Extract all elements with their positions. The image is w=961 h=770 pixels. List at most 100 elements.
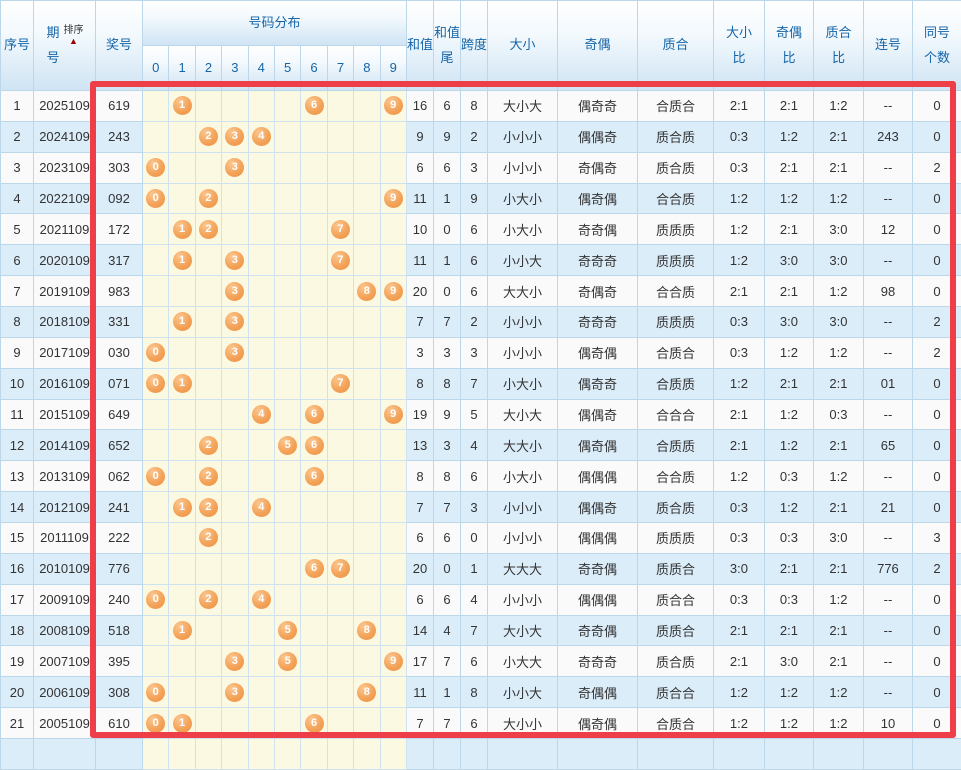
digit-ball: 8	[357, 682, 377, 702]
cell-parity-ratio: 2:1	[764, 152, 814, 184]
cell-prime-ratio: 2:1	[813, 492, 864, 524]
cell-consecutive: 98	[863, 276, 913, 308]
cell-size-ratio: 0:3	[713, 492, 765, 524]
cell-digit-8	[354, 399, 381, 431]
digit-ball: 6	[304, 405, 324, 425]
cell-consecutive: --	[863, 307, 913, 338]
col-header-consecutive: 连号	[863, 1, 913, 91]
cell-prime-pattern: 质合质	[637, 492, 714, 524]
cell-digit-7	[327, 337, 355, 369]
cell-digit-6	[301, 615, 328, 647]
cell-size-ratio: 1:2	[713, 368, 765, 400]
cell-parity-ratio: 1:2	[764, 183, 814, 215]
cell-period: 2025109	[34, 91, 96, 122]
cell-sum: 14	[406, 615, 434, 647]
cell-period: 2024109	[34, 121, 96, 153]
cell-size-ratio: 1:2	[713, 183, 765, 215]
cell-sum: 13	[406, 430, 434, 462]
cell-prime-pattern: 合质合	[637, 91, 714, 122]
cell-digit-4: 4	[248, 492, 275, 524]
cell-seq: 19	[1, 646, 34, 678]
cell-prime-ratio: 2:1	[813, 121, 864, 153]
cell-prime-pattern: 合质合	[637, 708, 714, 740]
digit-ball: 5	[278, 651, 298, 671]
table-row: 14 2012109 241 1 2 4 7 7 3 小小小 偶偶奇 质合质 0:3 1:2 2:1 21 0	[1, 492, 961, 524]
cell-digit-9: 9	[380, 183, 407, 215]
cell-size-ratio: 2:1	[713, 646, 765, 678]
cell-same-count: 2	[912, 307, 961, 338]
cell-parity-ratio: 3:0	[764, 307, 814, 338]
cell-winning-number: 317	[96, 245, 143, 277]
cell-parity-pattern: 偶奇偶	[557, 430, 638, 462]
cell-digit-4	[248, 245, 275, 277]
cell-digit-0: 0	[143, 337, 170, 369]
cell-digit-6	[301, 276, 328, 308]
cell-digit-8	[354, 183, 381, 215]
cell-prime-pattern: 质质质	[637, 214, 714, 246]
cell-span: 8	[460, 91, 488, 122]
col-header-size-ratio: 大小比	[713, 1, 765, 91]
cell-parity-ratio: 1:2	[764, 492, 814, 524]
same-count-label: 同号个数	[923, 24, 950, 65]
cell-digit-9	[380, 523, 407, 554]
digit-ball: 2	[198, 127, 218, 147]
period-header-label: 期号	[46, 24, 60, 65]
cell-winning-number: 649	[96, 399, 143, 431]
table-row: 5 2021109 172 1 2 7 10 0 6 小大小 奇奇偶 质质质 1:2 2:1 3:0 12 0	[1, 214, 961, 246]
cell-sum-tail: 6	[433, 152, 461, 184]
cell-digit-6	[301, 646, 328, 678]
cell-consecutive	[863, 739, 913, 770]
cell-digit-9: 9	[380, 276, 407, 308]
cell-digit-0	[143, 492, 170, 524]
digit-ball: 2	[198, 189, 218, 208]
sort-control[interactable]: 排序 ▲	[64, 25, 84, 47]
cell-sum-tail: 9	[433, 399, 461, 431]
cell-size-ratio: 0:3	[713, 584, 765, 616]
cell-span: 6	[460, 708, 488, 740]
digit-ball: 8	[357, 621, 377, 641]
cell-parity-ratio: 2:1	[764, 368, 814, 400]
cell-period: 2018109	[34, 307, 96, 338]
table-row: 8 2018109 331 1 3 7 7 2 小小小 奇奇奇 质质质 0:3 3:0 3:0 -- 2	[1, 307, 961, 338]
cell-seq: 12	[1, 430, 34, 462]
cell-size-ratio: 0:3	[713, 121, 765, 153]
digit-ball: 4	[251, 590, 271, 610]
digit-ball: 2	[198, 219, 218, 239]
cell-size-pattern: 小小小	[487, 307, 558, 338]
digit-ball: 3	[225, 682, 245, 702]
cell-period: 2014109	[34, 430, 96, 462]
cell-digit-3	[222, 553, 249, 585]
cell-span: 5	[460, 399, 488, 431]
table-row: 19 2007109 395 3 5 9 17 7 6 小大大 奇奇奇 质合质 2:1 3:0 2:1 -- 0	[1, 646, 961, 678]
cell-sum-tail: 6	[433, 91, 461, 122]
cell-same-count: 2	[912, 553, 961, 585]
cell-digit-3: 3	[222, 152, 249, 184]
cell-sum-tail: 4	[433, 615, 461, 647]
cell-size-pattern: 小大小	[487, 461, 558, 493]
digit-ball: 0	[146, 682, 166, 702]
cell-size-ratio	[713, 739, 765, 770]
cell-sum: 7	[406, 708, 434, 740]
cell-digit-4	[248, 708, 275, 740]
cell-seq: 7	[1, 276, 34, 308]
cell-digit-5	[274, 121, 302, 153]
digit-header-9: 9	[380, 46, 407, 91]
cell-digit-8	[354, 646, 381, 678]
col-header-prime-ratio: 质合比	[813, 1, 864, 91]
digit-ball: 5	[278, 621, 298, 641]
cell-digit-8	[354, 337, 381, 369]
cell-digit-6	[301, 337, 328, 369]
cell-same-count: 0	[912, 368, 961, 400]
table-row: 9 2017109 030 0 3 3 3 3 小小小 偶奇偶 合质合 0:3 1:2 1:2 -- 2	[1, 337, 961, 369]
cell-digit-0	[143, 307, 170, 338]
cell-parity-pattern	[557, 739, 638, 770]
cell-winning-number: 030	[96, 337, 143, 369]
cell-same-count: 0	[912, 399, 961, 431]
cell-winning-number: 243	[96, 121, 143, 153]
cell-winning-number: 619	[96, 91, 143, 122]
cell-sum: 20	[406, 553, 434, 585]
cell-sum: 19	[406, 399, 434, 431]
cell-digit-2: 2	[195, 461, 223, 493]
cell-digit-9	[380, 152, 407, 184]
